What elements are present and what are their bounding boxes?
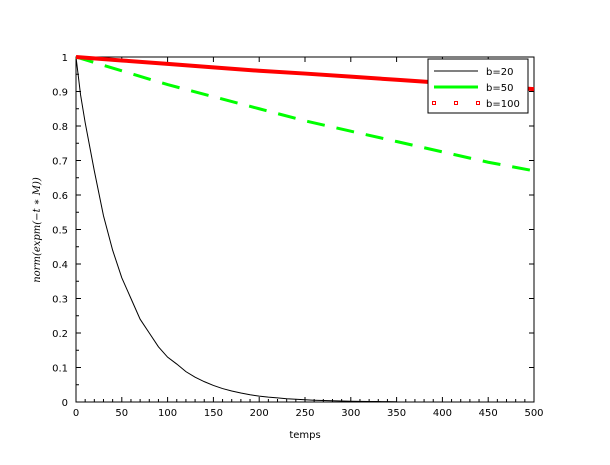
y-tick-label: 0 (62, 398, 68, 409)
x-tick-label: 200 (250, 408, 269, 419)
series-line-b-50 (75, 55, 535, 173)
x-tick-label: 50 (115, 408, 128, 419)
x-tick-label: 500 (524, 408, 543, 419)
x-tick-label: 150 (204, 408, 223, 419)
x-axis-title: temps (289, 430, 320, 441)
legend-label-b-20: b=20 (486, 67, 513, 78)
legend-label-b-50: b=50 (486, 83, 513, 94)
y-tick-label: 0.3 (52, 295, 68, 306)
y-axis-title: norm(expm(−t ∗ M)) (32, 177, 43, 283)
y-tick-label: 0.4 (52, 260, 68, 271)
y-tick-label: 0.9 (52, 88, 68, 99)
y-tick-label: 1 (62, 53, 68, 64)
y-tick-label: 0.5 (52, 226, 68, 237)
y-tick-label: 0.7 (52, 157, 68, 168)
x-tick-label: 250 (295, 408, 314, 419)
legend-marker-b-100 (454, 101, 458, 105)
y-tick-label: 0.6 (52, 191, 68, 202)
legend-marker-b-100 (476, 101, 480, 105)
x-tick-label: 350 (387, 408, 406, 419)
y-tick-label: 0.2 (52, 329, 68, 340)
x-tick-label: 100 (158, 408, 177, 419)
legend-marker-b-100 (432, 101, 436, 105)
x-tick-label: 450 (479, 408, 498, 419)
series-line-b-20 (75, 56, 397, 403)
x-tick-label: 300 (341, 408, 360, 419)
legend: b=20 b=50 b=100 (427, 58, 529, 114)
x-tick-label: 0 (73, 408, 79, 419)
y-tick-label: 0.8 (52, 122, 68, 133)
x-tick-label: 400 (433, 408, 452, 419)
legend-label-b-100: b=100 (486, 99, 520, 110)
y-tick-label: 0.1 (52, 364, 68, 375)
